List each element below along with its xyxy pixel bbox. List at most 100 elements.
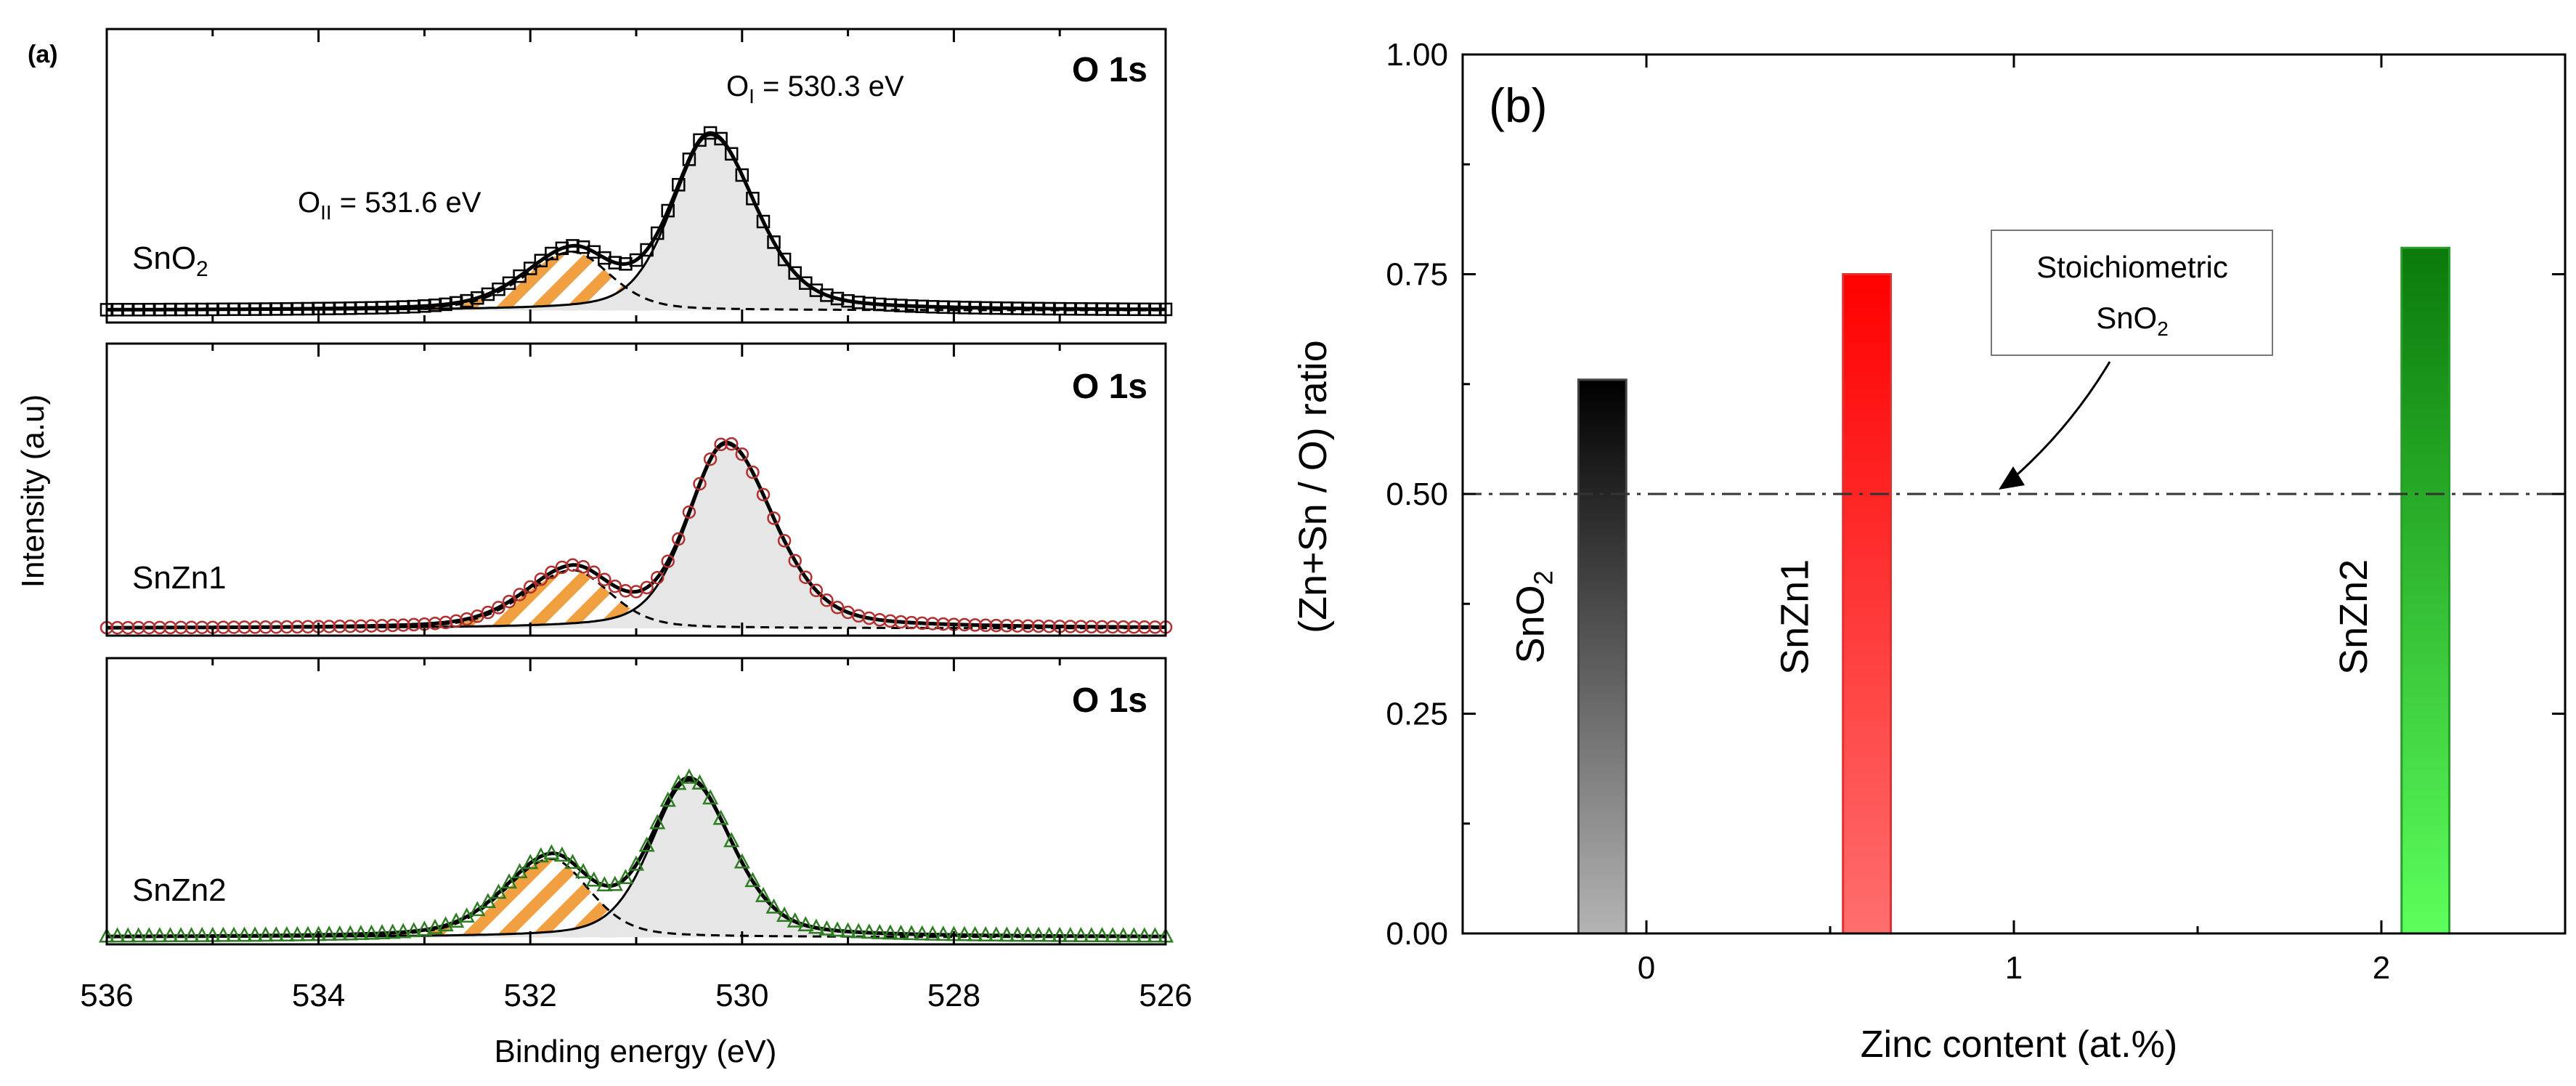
data-marker-triangle [289,925,306,941]
data-marker-circle [619,584,633,598]
data-marker-square [142,302,156,317]
data-marker-square [1084,302,1099,316]
data-marker-circle [502,594,516,609]
data-marker-triangle [1020,926,1036,942]
data-marker-triangle [395,923,412,939]
data-marker-triangle [627,855,645,871]
data-marker-circle [777,534,792,548]
o-i-component-fill [107,134,1166,311]
data-marker-triangle [1115,927,1131,943]
data-marker-circle [333,620,347,633]
data-marker-triangle [638,836,655,852]
subplot-snzn1: O 1s SnZn1 [99,342,1173,637]
x-tick-label: 530 [715,978,768,1013]
data-marker-circle [809,583,824,598]
data-marker-square [957,301,972,315]
data-marker-circle [746,465,760,479]
data-marker-triangle [448,912,465,928]
data-marker-square [216,302,230,317]
panel-b-y-axis-label: (Zn+Sn / O) ratio [1291,340,1335,633]
core-level-label: O 1s [1072,681,1147,720]
bar-label-main: SnZn1 [1773,559,1817,675]
data-marker-square [259,302,272,316]
data-marker-triangle [850,923,867,939]
envelope-fit-curve [107,131,1166,312]
data-marker-circle [195,620,209,634]
data-marker-triangle [659,791,676,807]
data-marker-square [894,299,908,312]
data-marker-circle [598,572,612,586]
data-markers [98,768,1174,943]
y-tick-label: 0.00 [1386,916,1448,952]
data-marker-square [301,301,315,316]
data-marker-circle [174,620,188,635]
data-marker-square [1105,302,1120,316]
data-marker-circle [693,477,707,491]
data-marker-triangle [988,926,1004,942]
data-marker-square [989,301,1003,315]
data-marker-square [513,269,527,283]
data-marker-circle [968,618,982,632]
core-level-label: O 1s [1072,368,1147,406]
bar-series [1577,246,2451,935]
o-i-component-curve [107,442,1166,629]
data-marker-square [195,302,209,317]
data-marker-circle [259,620,272,634]
data-marker-square [354,301,368,315]
o-i-peak-annotation: OI = 530.3 eV [726,70,904,108]
data-marker-square [1116,302,1130,316]
data-marker-triangle [173,927,190,943]
data-marker-triangle [342,925,359,941]
data-marker-square [184,302,198,317]
data-marker-circle [767,511,781,525]
data-marker-square [693,133,707,147]
data-markers [99,437,1173,635]
data-marker-square [269,302,283,316]
data-marker-circle [280,620,294,634]
o-i-annotation-value: = 530.3 eV [755,70,904,102]
data-marker-square [131,303,145,317]
x-tick-label: 536 [80,978,133,1013]
data-marker-circle [925,617,940,631]
data-marker-square [153,302,167,317]
data-marker-triangle [840,922,856,938]
data-marker-circle [184,620,198,635]
data-marker-square [682,153,696,166]
data-marker-circle [714,437,728,452]
data-marker-square [534,254,548,267]
data-marker-circle [1074,620,1088,633]
data-marker-square [1010,301,1025,315]
data-marker-circle [237,620,251,634]
data-marker-square [672,178,686,192]
data-marker-circle [1137,620,1152,634]
o-i-annotation-main: O [726,70,749,102]
data-marker-triangle [935,925,951,941]
bar-label-main: SnO [1508,585,1552,663]
x-tick-label: 1 [2005,950,2023,986]
data-marker-triangle [532,847,549,863]
data-marker-triangle [437,916,454,932]
data-marker-triangle [702,789,719,805]
data-marker-triangle [299,925,317,941]
data-marker-circle [322,620,336,633]
sample-label-subscript: 2 [196,257,208,281]
data-marker-circle [1148,620,1162,634]
data-marker-circle [587,565,601,580]
data-marker-triangle [1126,927,1142,943]
data-marker-circle [545,565,558,580]
o-i-annotation-subscript: I [749,85,755,108]
data-marker-triangle [744,872,761,888]
data-marker-triangle [247,926,264,942]
data-marker-triangle [384,923,401,939]
data-marker-triangle [194,926,211,942]
data-marker-circle [375,619,389,633]
data-marker-square [449,296,463,310]
data-marker-square [1095,302,1109,316]
data-marker-square [598,251,612,265]
data-marker-square [777,252,792,267]
panel-a-x-axis-label: Binding energy (eV) [495,1034,777,1069]
y-tick-label: 1.00 [1386,37,1448,73]
data-marker-circle [513,588,527,601]
data-marker-square [280,302,294,316]
